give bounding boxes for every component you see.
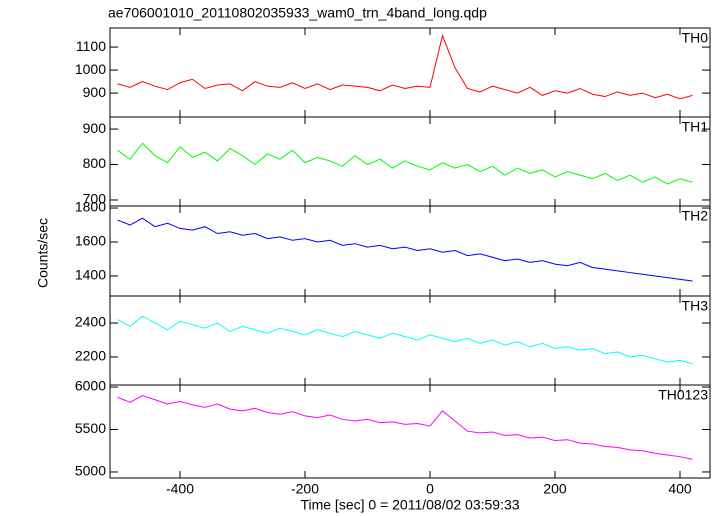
light-curve	[117, 394, 693, 460]
x-tick-label: 0	[426, 481, 434, 497]
x-tick-label: -400	[166, 481, 194, 497]
y-tick-label: 1000	[75, 61, 106, 77]
x-tick-label: 400	[668, 481, 692, 497]
y-tick-label: 1400	[75, 267, 106, 283]
panel-label: TH1	[682, 119, 709, 135]
chart-title: ae706001010_20110802035933_wam0_trn_4ban…	[108, 5, 487, 21]
x-axis-label: Time [sec] 0 = 2011/08/02 03:59:33	[300, 497, 519, 513]
x-tick-label: 200	[543, 481, 567, 497]
panel-frame	[109, 295, 711, 386]
panel-frame	[109, 27, 711, 118]
panel-label: TH0123	[658, 387, 708, 403]
y-tick-label: 6000	[75, 378, 106, 394]
light-curve	[117, 33, 693, 100]
y-axis-label: Counts/sec	[35, 218, 51, 288]
y-tick-label: 5500	[75, 420, 106, 436]
light-curve	[117, 142, 693, 185]
panel-label: TH0	[682, 30, 709, 46]
panel-label: TH3	[682, 298, 709, 314]
y-tick-label: 5000	[75, 463, 106, 479]
light-curve	[117, 315, 693, 365]
panel-frame	[109, 116, 711, 207]
panel-label: TH2	[682, 208, 709, 224]
y-tick-label: 700	[83, 191, 107, 207]
y-tick-label: 2400	[75, 314, 106, 330]
y-tick-label: 900	[83, 120, 107, 136]
y-tick-label: 900	[83, 84, 107, 100]
y-tick-label: 1800	[75, 199, 106, 215]
x-tick-label: -200	[291, 481, 319, 497]
y-tick-label: 1600	[75, 233, 106, 249]
panel-frame	[109, 384, 711, 479]
panel-frame	[109, 205, 711, 297]
light-curve	[117, 217, 693, 282]
y-tick-label: 2200	[75, 348, 106, 364]
y-tick-label: 1100	[76, 38, 106, 54]
y-tick-label: 800	[83, 155, 107, 171]
